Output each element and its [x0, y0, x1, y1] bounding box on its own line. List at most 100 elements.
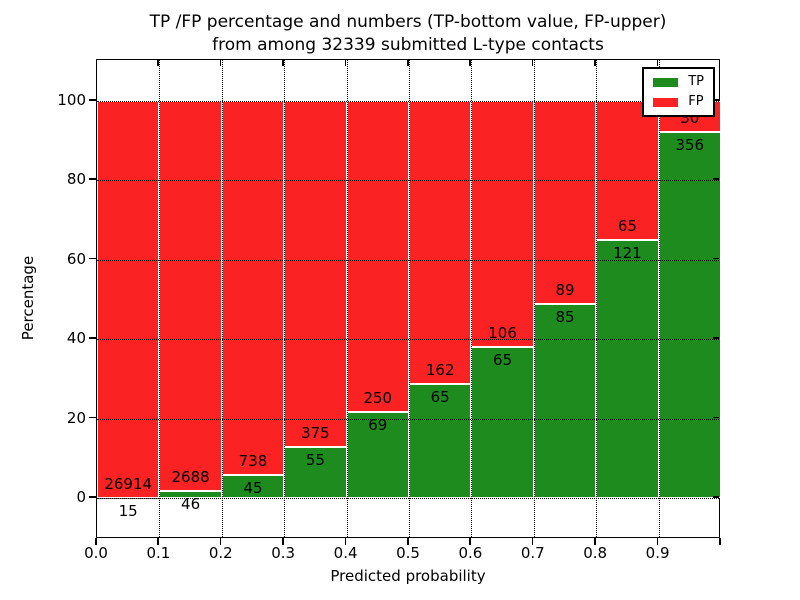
y-axis-tick [89, 257, 96, 260]
y-axis-right-tick [713, 496, 719, 498]
gridline-vertical [221, 60, 223, 537]
y-axis-tick [89, 416, 96, 419]
x-tick-label: 0.0 [84, 544, 108, 562]
x-axis-tick [282, 538, 284, 545]
x-tick-label: 0.7 [520, 544, 545, 562]
x-axis-top-tick [282, 60, 284, 66]
y-tick-label: 60 [66, 249, 86, 268]
bar-segment-fp [596, 101, 659, 240]
fp-count-label: 250 [363, 389, 393, 408]
x-axis-top-tick [656, 60, 659, 66]
tp-count-label: 121 [613, 243, 642, 262]
bar-segment-fp [159, 101, 222, 492]
tp-count-label: 15 [118, 501, 138, 520]
x-tick-label: 0.9 [645, 544, 670, 562]
chart-title-line2: from among 32339 submitted L-type contac… [212, 35, 604, 55]
x-axis-label: Predicted probability [330, 567, 486, 585]
tp-count-label: 356 [675, 135, 705, 154]
x-axis-top-tick [407, 60, 409, 66]
y-axis-right-tick [713, 99, 719, 101]
chart-title: TP /FP percentage and numbers (TP-bottom… [88, 11, 728, 57]
gridline-horizontal [97, 101, 719, 102]
legend: TP FP [642, 67, 715, 117]
legend-item-label: TP [688, 74, 704, 89]
x-tick-label: 0.6 [458, 544, 483, 562]
legend-item-label: FP [688, 94, 704, 109]
fp-count-label: 26914 [104, 474, 153, 493]
bar-segment-fp [284, 101, 347, 448]
bar-segment-tp [346, 412, 409, 498]
tp-legend-swatch [653, 77, 679, 87]
tp-count-label: 46 [181, 495, 201, 514]
chart-title-line1: TP /FP percentage and numbers (TP-bottom… [149, 12, 667, 32]
y-axis-right-tick [713, 416, 719, 419]
bar-segment-fp [471, 101, 534, 348]
tp-count-label: 65 [430, 388, 450, 407]
bar-segment-tp [533, 304, 597, 498]
gridline-vertical [533, 60, 535, 537]
y-axis-right-tick [713, 178, 719, 180]
y-axis-tick [89, 178, 96, 180]
plot-area: TP FP 26914 15 2688 46 738 45 375 55 250 69 162 65 10… [96, 59, 721, 538]
x-axis-tick [656, 538, 659, 545]
legend-item: TP [653, 75, 704, 89]
bar-segment-fp [409, 101, 472, 385]
x-axis-top-tick [157, 60, 159, 66]
gridline-horizontal [97, 498, 719, 499]
fp-legend-swatch [653, 97, 679, 107]
x-tick-label: 0.3 [271, 544, 296, 562]
x-axis-top-tick [344, 60, 347, 66]
bar-segment-fp [533, 101, 597, 305]
x-axis-tick [157, 538, 159, 545]
x-axis-top-tick [531, 60, 534, 66]
fp-count-label: 89 [555, 281, 575, 300]
gridline-vertical [409, 60, 410, 537]
tp-count-label: 85 [555, 308, 575, 327]
y-axis-tick [89, 337, 96, 339]
x-axis-tick [407, 538, 409, 545]
x-axis-top-tick [469, 60, 471, 66]
x-axis-tick [219, 538, 222, 545]
x-axis-tick [469, 538, 471, 545]
gridline-vertical [346, 60, 348, 537]
gridline-vertical [596, 60, 598, 537]
bar-segment-tp [471, 347, 534, 498]
gridline-vertical [159, 60, 161, 537]
gridline-horizontal [97, 180, 719, 182]
x-axis-tick [594, 538, 596, 545]
gridline-vertical [471, 60, 473, 537]
x-tick-label: 0.1 [146, 544, 171, 562]
tp-count-label: 65 [493, 351, 513, 370]
y-axis-tick [89, 496, 96, 498]
fp-count-label: 65 [617, 216, 637, 235]
gridline-horizontal [97, 259, 719, 261]
x-tick-label: 0.2 [208, 544, 233, 562]
y-axis-right-tick [713, 337, 719, 339]
fp-count-label: 106 [488, 324, 517, 343]
bar-segment-tp [596, 239, 659, 498]
x-axis-tick [344, 538, 347, 545]
y-axis-right-tick [713, 257, 719, 260]
x-tick-label: 0.8 [583, 544, 608, 562]
gridline-vertical [658, 60, 660, 537]
x-axis-top-tick [219, 60, 222, 66]
tp-count-label: 69 [368, 416, 388, 435]
y-tick-label: 80 [66, 170, 86, 189]
bar-segment-fp [346, 101, 409, 413]
x-axis-tick [719, 538, 721, 545]
fp-count-label: 2688 [171, 468, 210, 487]
y-axis-tick [89, 99, 96, 101]
y-tick-label: 0 [76, 488, 86, 506]
fp-count-label: 738 [238, 452, 268, 471]
tp-count-label: 45 [243, 479, 263, 498]
y-tick-label: 40 [66, 329, 86, 348]
x-tick-label: 0.5 [396, 544, 420, 562]
y-tick-label: 100 [57, 91, 86, 109]
bar-segment-tp [284, 447, 347, 498]
fp-count-label: 162 [425, 361, 455, 380]
x-axis-tick [531, 538, 534, 545]
gridline-horizontal [97, 339, 719, 341]
gridline-horizontal [97, 418, 719, 420]
x-axis-top-tick [594, 60, 596, 66]
